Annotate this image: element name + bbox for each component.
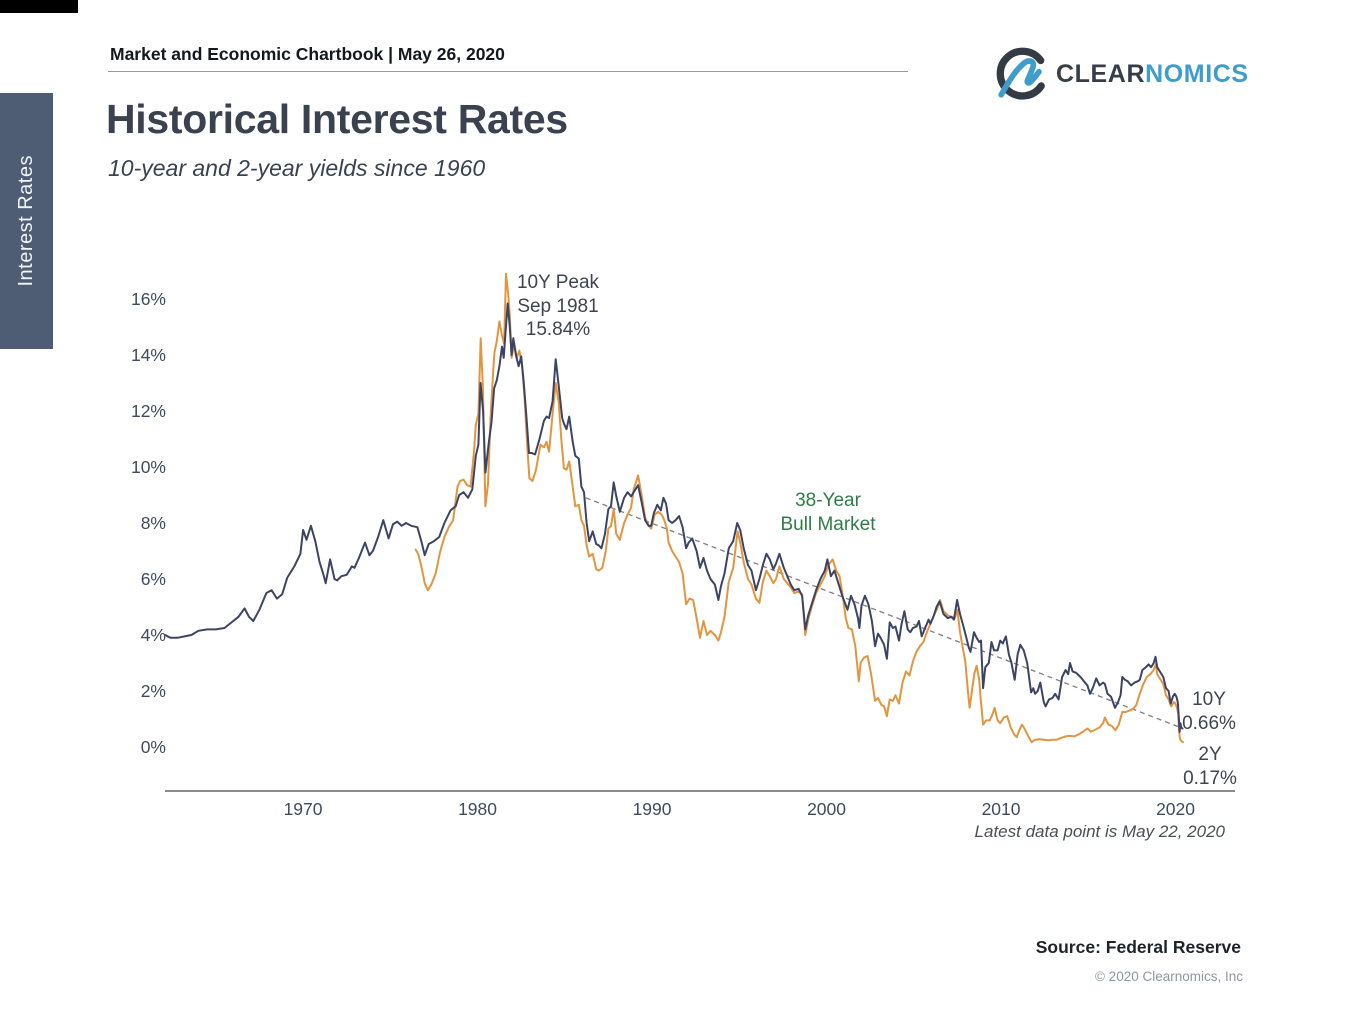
y-tick-12%: 12% [130,401,166,421]
latest-data-note: Latest data point is May 22, 2020 [974,822,1225,841]
source-note: Source: Federal Reserve [1035,937,1241,957]
y-tick-8%: 8% [140,513,166,533]
peak-annotation-line3: 15.84% [525,319,591,340]
peak-annotation: 10Y Peak Sep 1981 15.84% [517,271,599,342]
series-line-10y [164,302,1184,733]
x-tick-1990: 1990 [632,799,672,819]
peak-annotation-line1: 10Y Peak [516,272,600,293]
header-divider [108,71,908,72]
page-subtitle: 10-year and 2-year yields since 1960 [108,155,486,181]
logo-text-clear: CLEAR [1056,59,1146,88]
x-tick-2020: 2020 [1156,799,1196,819]
page-title: Historical Interest Rates [106,96,568,142]
bull-market-annotation: 38-Year Bull Market [780,489,875,536]
sidebar-tab-interest-rates[interactable]: Interest Rates [0,93,53,349]
series-line-2y [414,272,1184,744]
peak-annotation-line2: Sep 1981 [517,295,599,317]
window-corner-bar [0,0,78,13]
logo-text-nomics: NOMICS [1145,59,1249,88]
trendline [585,497,1182,729]
copyright-note: © 2020 Clearnomics, Inc [1094,969,1243,984]
chartbook-header: Market and Economic Chartbook | May 26, … [110,44,505,64]
y-tick-14%: 14% [130,345,166,365]
x-tick-2000: 2000 [807,799,847,819]
bull-market-line2: Bull Market [780,513,876,535]
clearnomics-logo: CLEARNOMICS [995,47,1249,101]
label-2y-name: 2Y [1198,744,1222,765]
y-tick-4%: 4% [140,625,166,645]
x-tick-1980: 1980 [458,799,498,819]
label-10y-value: 0.66% [1182,712,1236,734]
y-tick-6%: 6% [140,569,166,589]
bull-market-line1: 38-Year [795,490,861,511]
x-tick-1970: 1970 [283,799,323,819]
y-tick-16%: 16% [130,289,166,309]
label-10y-name: 10Y [1192,689,1226,710]
y-tick-2%: 2% [140,681,166,701]
series-end-label-2y: 2Y 0.17% [1183,743,1237,790]
y-tick-0%: 0% [140,737,166,757]
series-end-label-10y: 10Y 0.66% [1182,688,1236,735]
label-2y-value: 0.17% [1183,767,1237,789]
clearnomics-logo-icon [996,47,1045,100]
clearnomics-logo-text: CLEARNOMICS [1056,60,1249,89]
y-tick-10%: 10% [130,457,166,477]
x-tick-2010: 2010 [981,799,1021,819]
